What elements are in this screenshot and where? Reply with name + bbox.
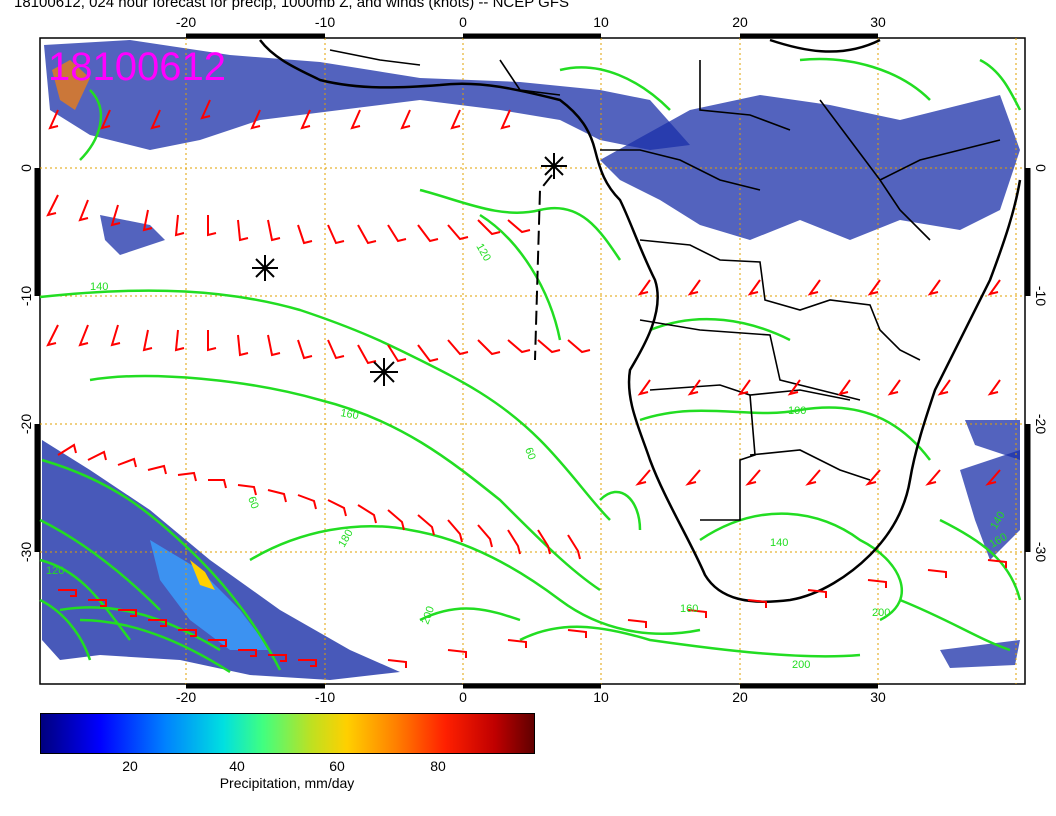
axis-bars <box>34 33 1031 689</box>
lon-tick-bottom: 0 <box>459 689 467 705</box>
lon-tick-top: 30 <box>870 14 886 30</box>
lon-tick-top: 10 <box>593 14 609 30</box>
contour-label: 140 <box>770 537 788 549</box>
contour-label: 120 <box>46 565 64 577</box>
chart-title: 18100612, 024 hour forecast for precip, … <box>14 0 569 11</box>
colorbar-tick: 80 <box>430 758 446 774</box>
forecast-map: 18100612 -20 -10 0 10 20 30 -20 -10 0 10… <box>18 14 1049 705</box>
lat-tick-right: -30 <box>1033 542 1049 562</box>
lat-tick-left: 0 <box>18 164 34 172</box>
date-stamp: 18100612 <box>48 45 226 89</box>
lon-tick-bottom: -20 <box>176 689 196 705</box>
precipitation-colorbar <box>40 713 535 754</box>
lon-tick-bottom: 10 <box>593 689 609 705</box>
graticule <box>40 38 1025 684</box>
lat-tick-left: -10 <box>18 286 34 306</box>
contour-label: 200 <box>872 607 890 619</box>
colorbar-tick: 60 <box>329 758 345 774</box>
lon-tick-bottom: 30 <box>870 689 886 705</box>
contour-label: 200 <box>792 659 810 671</box>
colorbar-tick: 40 <box>229 758 245 774</box>
storm-track <box>534 174 553 361</box>
coastlines <box>259 38 1022 603</box>
lat-tick-left: -30 <box>18 542 34 562</box>
wind-barbs <box>46 99 1007 668</box>
height-contours <box>39 57 1022 674</box>
tropical-storm-marker <box>541 153 567 179</box>
lat-tick-right: -10 <box>1033 286 1049 306</box>
contour-label: 60 <box>522 446 537 462</box>
tropical-storm-marker <box>252 255 278 281</box>
lon-tick-top: 0 <box>459 14 467 30</box>
lon-tick-bottom: -10 <box>315 689 335 705</box>
colorbar-title: Precipitation, mm/day <box>219 775 355 791</box>
lat-tick-right: 0 <box>1033 164 1049 172</box>
contour-label: 100 <box>788 405 806 417</box>
contour-label: 140 <box>90 281 108 293</box>
contour-label: 160 <box>680 603 698 615</box>
contour-label: 200 <box>420 605 438 626</box>
lon-tick-top: -10 <box>315 14 335 30</box>
colorbar-tick: 20 <box>122 758 138 774</box>
lon-tick-top: 20 <box>732 14 748 30</box>
contour-label: 60 <box>245 495 260 511</box>
lon-tick-top: -20 <box>176 14 196 30</box>
lat-tick-right: -20 <box>1033 414 1049 434</box>
tropical-storm-marker <box>370 358 398 386</box>
lat-tick-left: -20 <box>18 414 34 434</box>
contour-label: 160 <box>339 407 359 422</box>
lon-tick-bottom: 20 <box>732 689 748 705</box>
country-borders <box>329 49 1001 521</box>
